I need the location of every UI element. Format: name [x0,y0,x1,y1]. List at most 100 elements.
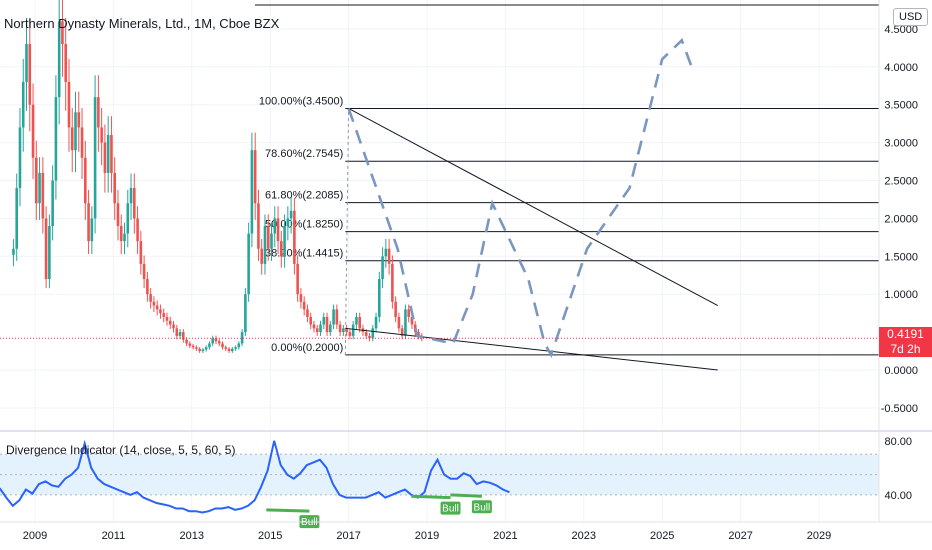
candle-body [35,157,38,204]
candle-body [315,328,319,333]
fib-level-label: 38.20%(1.4415) [265,248,343,260]
candle-body [296,263,299,295]
candle-body [247,233,250,295]
time-tick-label: 2015 [258,530,282,542]
oscillator-title: Divergence Indicator (14, close, 5, 5, 6… [6,443,236,457]
candle-body [152,301,156,306]
candle-body [159,309,162,314]
candle-body [237,343,241,348]
candle-body [103,142,107,173]
candle-body [322,316,326,325]
candle-body [417,332,420,336]
candle-body [253,150,257,204]
oscillator-pane: Bull Bull Bull [0,439,879,529]
candle-body [263,225,267,264]
candle-body [93,97,97,219]
fib-trend-connector [344,108,350,355]
candle-body [283,225,286,257]
fib-level-label: 61.80%(2.2085) [265,190,343,202]
bull-label: Bull [442,504,459,515]
candle-body [371,328,375,339]
osc-tick-label: 40.00 [884,490,912,502]
candle-body [280,241,283,257]
candle-body [397,316,401,329]
candle-body [302,301,306,310]
candle-body [410,316,414,325]
price-axis[interactable]: 4.5000 4.0000 3.5000 3.0000 2.5000 2.0000 1.50… [881,24,918,415]
candle-body [51,180,54,226]
bull-label: Bull [474,502,491,513]
candle-body [97,97,100,128]
candle-body [201,349,205,352]
candle-body [325,316,329,333]
time-tick-label: 2023 [572,530,596,542]
currency-button[interactable]: USD [893,8,929,26]
candle-body [270,233,273,249]
bull-divergence-line [411,494,451,500]
candle-body [44,218,48,280]
projection-dashed-path [347,37,693,358]
time-tick-label: 2017 [336,530,360,542]
candle-body [15,188,19,249]
oscillator-axis: 80.00 40.00 [884,436,912,502]
candle-body [116,203,120,226]
candle-body [61,21,64,45]
time-tick-label: 2013 [180,530,204,542]
wedge-upper-line [348,108,718,307]
candle-body [168,320,172,325]
candle-body [266,225,270,249]
candle-body [378,279,381,317]
candle-body [54,97,58,181]
candle-body [332,309,335,325]
candle-body [18,127,22,189]
candle-body [185,339,188,344]
candle-body [25,44,28,82]
candle-body [172,324,175,329]
candle-body [48,225,51,280]
candle-body [195,347,198,349]
candle-body [400,328,404,336]
bull-divergence-line [266,508,310,513]
time-tick-label: 2009 [23,530,47,542]
time-axis[interactable]: 2009 2011 2013 2015 2017 2019 2021 2023 2025 2027… [23,530,831,542]
candle-body [214,338,218,342]
wedge-trendlines [345,108,718,371]
candle-body [338,324,342,333]
candle-body [289,210,293,219]
price-tick-label: -0.5000 [881,403,918,415]
bull-label-box [440,501,461,515]
candle-body [165,316,169,321]
fib-level-label: 78.60%(2.7545) [265,148,343,160]
time-tick-label: 2019 [415,530,439,542]
fib-level-label: 0.00%(0.2000) [271,342,343,354]
candle-body [240,332,244,344]
candle-body [12,248,15,255]
time-tick-label: 2029 [807,530,831,542]
candle-body [129,188,133,204]
candle-body [319,324,322,333]
candle-body [204,347,208,350]
candle-body [155,305,159,310]
price-tick-label: 0.0000 [884,365,918,377]
candle-body [211,338,215,344]
candle-body [31,104,35,158]
candle-body [146,279,149,295]
candle-body [227,348,231,352]
candle-body [312,324,316,329]
candle-body [260,248,264,264]
candle-body [41,172,45,219]
candle-body [351,324,355,336]
candle-body [257,203,260,249]
projection-path [347,37,693,358]
candle-body [250,150,254,234]
candle-body [191,345,195,348]
candle-body [355,316,358,325]
candle-body [299,294,303,302]
candle-body [309,316,313,325]
candle-body [384,248,388,257]
wedge-lower-line [345,327,718,371]
candle-body [358,316,362,329]
candle-body [149,294,152,302]
price-tick-label: 1.0000 [884,289,918,301]
